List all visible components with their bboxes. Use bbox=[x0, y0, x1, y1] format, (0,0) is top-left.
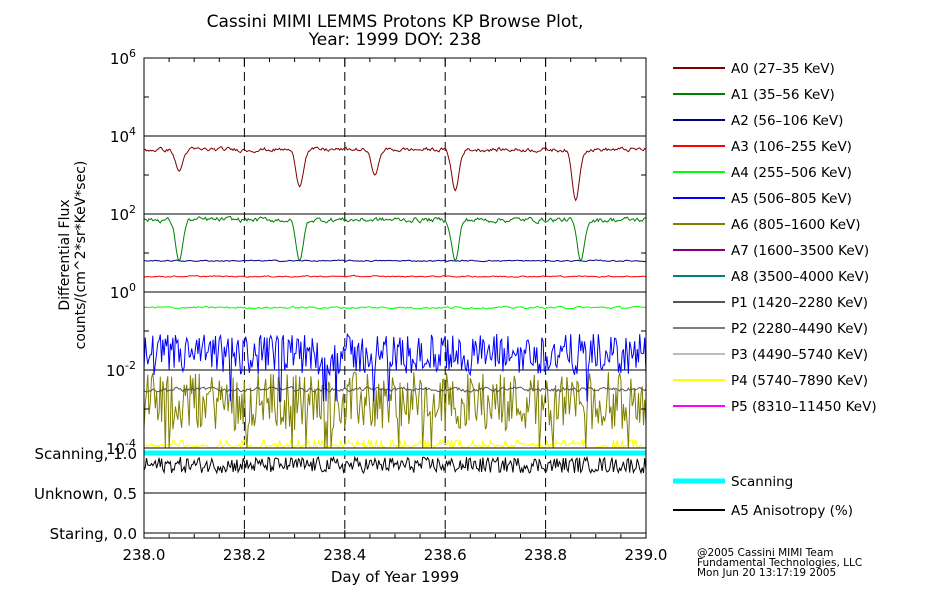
anisotropy-line bbox=[143, 455, 647, 475]
x-tick-label: 238.2 bbox=[223, 546, 266, 564]
y-tick-label: 106 bbox=[110, 47, 136, 68]
series-line-a5 bbox=[143, 332, 647, 402]
series-line-a4 bbox=[143, 305, 647, 310]
y-tick-label: 10-4 bbox=[106, 437, 136, 458]
panel2-legend-label: Scanning bbox=[731, 474, 793, 490]
series-line-p4 bbox=[143, 438, 647, 450]
legend-label: A0 (27–35 KeV) bbox=[731, 61, 835, 77]
credit-line-2: Fundamental Technologies, LLC bbox=[697, 557, 862, 569]
credit-line-3: Mon Jun 20 13:17:19 2005 bbox=[697, 567, 836, 579]
x-tick-label: 238.6 bbox=[424, 546, 467, 564]
chart-title-line2: Year: 1999 DOY: 238 bbox=[308, 30, 482, 50]
series-line-a2 bbox=[143, 259, 647, 263]
series-line-a1 bbox=[143, 215, 647, 262]
legend-label: A7 (1600–3500 KeV) bbox=[731, 243, 869, 259]
legend-label: P5 (8310–11450 KeV) bbox=[731, 399, 877, 415]
legend-label: A6 (805–1600 KeV) bbox=[731, 217, 861, 233]
y-tick-label: 104 bbox=[110, 125, 136, 146]
legend-label: A8 (3500–4000 KeV) bbox=[731, 269, 869, 285]
x-axis-ticks: 238.0 238.2 238.4 238.6 238.8 239.0 bbox=[123, 58, 668, 564]
chart-title-line1: Cassini MIMI LEMMS Protons KP Browse Plo… bbox=[207, 12, 584, 32]
x-tick-label: 238.0 bbox=[123, 546, 166, 564]
y-tick-label: 102 bbox=[110, 203, 136, 224]
panel2-y-labels: Scanning, 1.0 Unknown, 0.5 Staring, 0.0 bbox=[34, 445, 137, 543]
series-line-p1 bbox=[143, 386, 647, 393]
x-tick-label: 239.0 bbox=[625, 546, 668, 564]
x-tick-label: 238.4 bbox=[323, 546, 366, 564]
series-line-a3 bbox=[143, 274, 647, 278]
y-axis-label-line1: Differential Flux bbox=[57, 199, 73, 310]
grid bbox=[144, 58, 646, 538]
legend-label: P1 (1420–2280 KeV) bbox=[731, 295, 868, 311]
legend-label: P3 (4490–5740 KeV) bbox=[731, 347, 868, 363]
legend-label: P2 (2280–4490 KeV) bbox=[731, 321, 868, 337]
legend-label: A5 (506–805 KeV) bbox=[731, 191, 852, 207]
legend: A0 (27–35 KeV) A1 (35–56 KeV) A2 (56–106 K… bbox=[673, 61, 877, 415]
legend-label: A4 (255–506 KeV) bbox=[731, 165, 852, 181]
legend-label: A2 (56–106 KeV) bbox=[731, 113, 843, 129]
y-axis-ticks: 106 104 102 100 10-2 10-4 bbox=[106, 47, 646, 458]
legend-label: A1 (35–56 KeV) bbox=[731, 87, 835, 103]
panel2-y-label: Unknown, 0.5 bbox=[34, 485, 137, 503]
legend-label: A3 (106–255 KeV) bbox=[731, 139, 852, 155]
x-axis-label: Day of Year 1999 bbox=[331, 568, 459, 586]
x-tick-label: 238.8 bbox=[524, 546, 567, 564]
panel2-group bbox=[143, 450, 647, 475]
series-line-a6 bbox=[143, 371, 647, 449]
y-tick-label: 100 bbox=[110, 281, 136, 302]
panel2-y-label: Scanning, 1.0 bbox=[34, 445, 137, 463]
series-group bbox=[143, 146, 647, 450]
series-line-a0 bbox=[143, 146, 647, 202]
panel2-legend: Scanning A5 Anisotropy (%) bbox=[673, 474, 853, 519]
panel2-y-label: Staring, 0.0 bbox=[50, 525, 137, 543]
credit-line-1: @2005 Cassini MIMI Team bbox=[697, 547, 834, 559]
legend-label: P4 (5740–7890 KeV) bbox=[731, 373, 868, 389]
y-tick-label: 10-2 bbox=[106, 359, 136, 380]
panel2-legend-label: A5 Anisotropy (%) bbox=[731, 503, 853, 519]
y-axis-label-line2: counts/(cm^2*sr*KeV*sec) bbox=[73, 161, 89, 350]
